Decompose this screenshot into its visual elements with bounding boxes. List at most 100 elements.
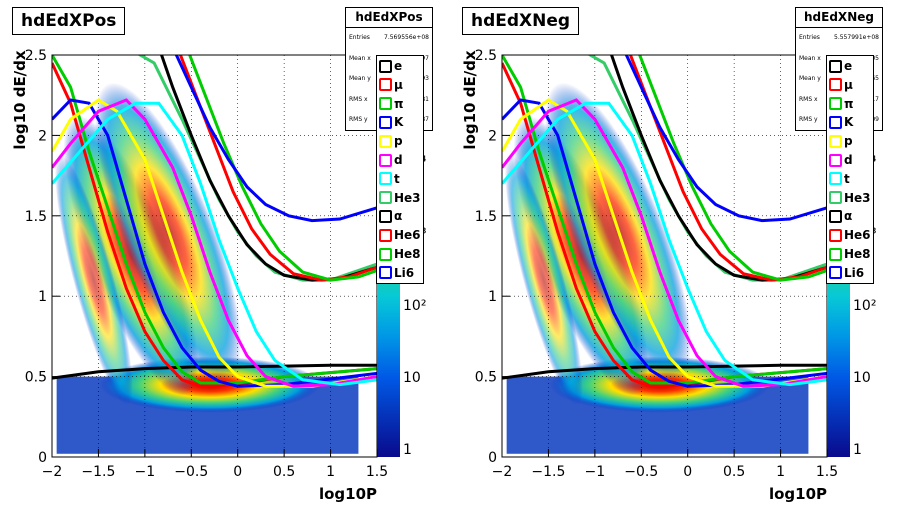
x-tick-label: −1 [135, 464, 156, 480]
legend-label: π [844, 96, 854, 111]
legend-label: π [394, 96, 404, 111]
legend-item: α [379, 207, 402, 225]
legend-marker [829, 247, 842, 261]
legend-item: He8 [829, 245, 871, 263]
legend-label: μ [844, 77, 853, 92]
legend-marker [829, 266, 842, 280]
legend-item: He6 [829, 226, 871, 244]
legend-label: He3 [394, 190, 421, 205]
legend-marker [829, 115, 842, 129]
legend-label: K [844, 115, 854, 130]
curve-p [52, 98, 377, 388]
curve-t [52, 101, 377, 387]
curve-d [52, 98, 377, 388]
legend-item: d [829, 151, 853, 169]
legend-label: Li6 [844, 265, 865, 280]
legend-marker [379, 209, 392, 223]
legend-marker [829, 172, 842, 186]
x-tick-label: −0.5 [174, 464, 208, 480]
y-tick-label: 1 [488, 289, 497, 305]
legend-label: p [844, 134, 853, 149]
colorbar-tick-label: 1 [853, 442, 862, 458]
legend-item: α [829, 207, 852, 225]
legend-label: He8 [394, 247, 421, 261]
legend-item: K [829, 113, 853, 131]
stats-row: Mean y 93 [349, 75, 429, 82]
colorbar-tick-label: 1 [403, 442, 412, 458]
legend-marker [829, 209, 842, 223]
legend-label: He6 [844, 228, 871, 243]
legend-item: t [829, 170, 850, 188]
curve-He8 [638, 55, 827, 282]
legend-item: K [379, 113, 403, 131]
density-map [52, 55, 377, 457]
legend-item: He3 [829, 189, 871, 207]
legend-marker [379, 247, 392, 261]
stats-row: RMS y 87 [349, 116, 429, 123]
colorbar-tick-label: 10² [853, 298, 876, 314]
legend-marker [379, 228, 392, 242]
legend-item: e [829, 57, 852, 75]
legend-marker [829, 228, 842, 242]
x-axis-title: log10P [769, 485, 827, 503]
colorbar-tick-label: 10 [853, 370, 871, 386]
legend-marker [829, 97, 842, 111]
legend-item: t [379, 170, 400, 188]
panel-title: hdEdXNeg [462, 7, 580, 35]
legend-label: t [394, 171, 400, 186]
legend-item: He8 [379, 245, 421, 263]
legend-label: Li6 [394, 265, 415, 280]
legend-item: μ [829, 76, 853, 94]
stats-row: RMS y 09 [799, 116, 879, 123]
y-tick-label: 2 [38, 128, 47, 144]
histogram-panel-neg: 11010²10³10⁴−2−1.5−1−0.500.511.500.511.5… [450, 0, 900, 514]
legend-marker [829, 153, 842, 167]
y-axis-title: log10 dE/dx [11, 50, 29, 149]
legend-marker [379, 153, 392, 167]
curve-p [502, 98, 827, 388]
legend-marker [829, 134, 842, 148]
stats-row: Mean y 65 [799, 75, 879, 82]
legend-item: μ [379, 76, 403, 94]
y-tick-label: 2.5 [25, 48, 47, 64]
stats-row: Mean x 05 [799, 54, 879, 62]
x-tick-label: 1.5 [366, 464, 388, 480]
y-tick-label: 0 [488, 450, 497, 466]
curve-K [52, 98, 377, 388]
curve-Li6 [624, 55, 827, 223]
y-tick-label: 2.5 [475, 48, 497, 64]
curve-Li6 [174, 55, 377, 223]
legend-item: He3 [379, 189, 421, 207]
x-tick-label: −0.5 [624, 464, 658, 480]
curve-K [502, 98, 827, 388]
x-tick-label: −1.5 [531, 464, 565, 480]
colorbar-tick-label: 10² [403, 298, 426, 314]
legend-label: μ [394, 77, 403, 92]
y-tick-label: 0 [38, 450, 47, 466]
legend-label: He3 [844, 190, 871, 205]
y-tick-label: 1.5 [475, 209, 497, 225]
density-map [502, 55, 827, 457]
x-axis-title: log10P [319, 485, 377, 503]
stats-row: Entries 5.557991e+08 [799, 34, 879, 41]
x-tick-label: −2 [42, 464, 63, 480]
x-tick-label: −1.5 [81, 464, 115, 480]
curve-π [502, 55, 827, 385]
y-tick-label: 2 [488, 128, 497, 144]
legend-marker [379, 115, 392, 129]
stats-row: RMS x 81 [349, 95, 429, 103]
legend-item: Li6 [379, 264, 414, 282]
legend-label: d [844, 153, 853, 167]
legend-marker [379, 97, 392, 111]
x-tick-label: 1 [326, 464, 335, 480]
x-tick-label: −1 [585, 464, 606, 480]
x-tick-label: 1.5 [816, 464, 838, 480]
legend-label: K [394, 115, 404, 130]
y-tick-label: 0.5 [475, 370, 497, 386]
legend-marker [829, 191, 842, 205]
x-tick-label: 1 [776, 464, 785, 480]
legend-label: e [844, 59, 853, 73]
x-tick-label: 0 [683, 464, 692, 480]
plot-area-pos: 11010²10³10⁴−2−1.5−1−0.500.511.500.511.5… [11, 48, 427, 503]
